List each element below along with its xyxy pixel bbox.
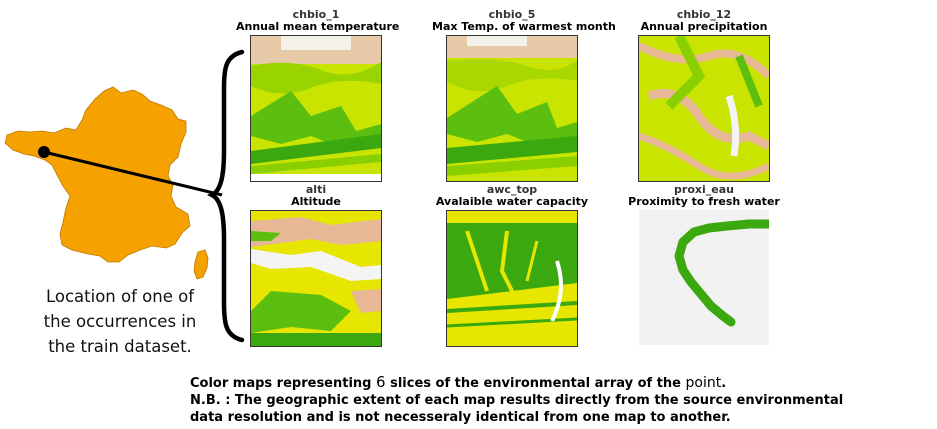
map-panel-alti: alti Altitude xyxy=(236,184,396,347)
map-panel-chbio-12: chbio_12 Annual precipitation xyxy=(624,9,784,182)
caption-text: . xyxy=(721,376,727,391)
map-image-chbio-5 xyxy=(446,35,578,182)
map-panel-chbio-1: chbio_1 Annual mean temperature xyxy=(236,8,400,182)
location-caption-line: the occurrences in xyxy=(43,312,197,331)
caption-line-3: data resolution and is not necesseraly i… xyxy=(190,410,731,425)
map-code: chbio_1 xyxy=(292,8,340,21)
map-panel-chbio-5: chbio_5 Max Temp. of warmest month xyxy=(432,8,616,182)
map-title: Max Temp. of warmest month xyxy=(432,20,616,33)
map-title: Altitude xyxy=(291,195,341,208)
map-image-chbio-1 xyxy=(250,35,382,182)
france-map xyxy=(4,86,191,263)
location-caption-line: Location of one of xyxy=(45,287,195,306)
pointer-line xyxy=(43,150,223,197)
occurrence-point xyxy=(38,146,50,158)
caption-text: Color maps representing xyxy=(190,376,377,391)
map-title: Proximity to fresh water xyxy=(628,195,780,208)
location-caption: Location of one of the occurrences in th… xyxy=(20,284,220,359)
caption-number: 6 xyxy=(376,373,386,391)
location-caption-line: the train dataset. xyxy=(48,337,192,356)
caption-line-2: N.B. : The geographic extent of each map… xyxy=(190,393,844,408)
corsica-map xyxy=(193,249,209,280)
map-code: alti xyxy=(305,183,327,196)
caption-text: slices of the environmental array of the xyxy=(385,376,686,391)
map-code: proxi_eau xyxy=(674,183,734,196)
map-image-awc-top xyxy=(446,210,578,347)
map-code: awc_top xyxy=(486,183,538,196)
map-image-chbio-12 xyxy=(638,35,770,182)
map-code: chbio_12 xyxy=(676,8,732,21)
map-image-proxi-eau xyxy=(639,210,769,345)
caption-text: point xyxy=(685,375,722,391)
map-title: Annual precipitation xyxy=(640,20,768,33)
map-title: Annual mean temperature xyxy=(236,20,400,33)
map-panel-proxi-eau: proxi_eau Proximity to fresh water xyxy=(624,184,784,345)
curly-brace xyxy=(206,49,245,343)
figure-caption: Color maps representing 6 slices of the … xyxy=(190,374,935,426)
map-image-alti xyxy=(250,210,382,347)
map-code: chbio_5 xyxy=(488,8,536,21)
map-panel-awc-top: awc_top Avalaible water capacity xyxy=(432,184,592,347)
caption-line-1: Color maps representing 6 slices of the … xyxy=(190,374,935,392)
map-title: Avalaible water capacity xyxy=(435,195,589,208)
